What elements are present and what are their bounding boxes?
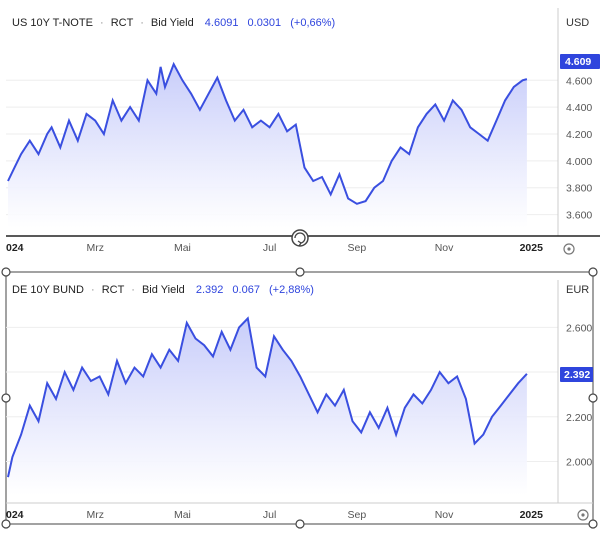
de10y-area: [8, 318, 527, 495]
selection-handle[interactable]: [1, 267, 11, 277]
de10y-y-tick-label: 2.600: [566, 322, 592, 334]
us10y-change: 0.0301: [248, 17, 282, 29]
selection-handle[interactable]: [1, 519, 11, 529]
us10y-y-ticks: 3.600 3.800 4.000 4.200 4.400 4.600: [566, 75, 592, 221]
de10y-price-badge: 2.392: [560, 367, 593, 382]
de10y-last-value: 2.392: [196, 284, 224, 296]
rotate-arrow-icon: [297, 240, 302, 247]
de10y-y-tick-label: 2.000: [566, 456, 592, 468]
resize-handle-ring-icon[interactable]: [291, 229, 309, 247]
de10y-legend: DE 10Y BUND · RCT · Bid Yield 2.392 0.06…: [12, 284, 314, 296]
us10y-y-tick-label: 4.000: [566, 156, 592, 168]
de10y-x-tick-label: Nov: [435, 509, 454, 521]
selection-handle[interactable]: [588, 267, 598, 277]
selection-handle[interactable]: [1, 393, 11, 403]
us10y-x-tick-label: Sep: [348, 242, 367, 254]
selection-handles[interactable]: [1, 267, 598, 529]
us10y-y-tick-label: 3.800: [566, 183, 592, 195]
us10y-x-tick-label: 2025: [520, 242, 544, 254]
panel-resize-handle[interactable]: [291, 229, 309, 247]
us10y-price-badge: 4.609: [560, 54, 600, 69]
de10y-currency-label: EUR: [566, 284, 589, 296]
de10y-badge-text: 2.392: [564, 369, 590, 381]
us10y-panel: US 10Y T-NOTE · RCT · Bid Yield 4.6091 0…: [6, 8, 600, 255]
de10y-x-tick-label: Jul: [263, 509, 276, 521]
de10y-x-tick-label: Mai: [174, 509, 191, 521]
de10y-settings-icon[interactable]: [577, 509, 589, 521]
us10y-y-tick-label: 4.400: [566, 102, 592, 114]
selection-handle[interactable]: [295, 519, 305, 529]
us10y-badge-bg: [560, 54, 600, 69]
selection-handle[interactable]: [588, 393, 598, 403]
de10y-line: [7, 316, 528, 478]
us10y-source: RCT: [111, 17, 134, 29]
us10y-last-value: 4.6091: [205, 17, 239, 29]
de10y-source: RCT: [102, 284, 125, 296]
de10y-field: Bid Yield: [142, 284, 185, 296]
de10y-panel: DE 10Y BUND · RCT · Bid Yield 2.392 0.06…: [6, 280, 593, 521]
us10y-legend: US 10Y T-NOTE · RCT · Bid Yield 4.6091 0…: [12, 17, 335, 29]
de10y-x-tick-label: Mrz: [86, 509, 104, 521]
de10y-change: 0.067: [232, 284, 260, 296]
de10y-badge-bg: [560, 367, 593, 382]
de10y-x-ticks: 024 Mrz Mai Jul Sep Nov 2025: [6, 509, 543, 521]
us10y-settings-icon[interactable]: [563, 243, 575, 255]
us10y-y-tick-label: 3.600: [566, 210, 592, 222]
us10y-sep1: ·: [100, 17, 104, 29]
de10y-sep2: ·: [131, 284, 135, 296]
us10y-x-tick-label: Jul: [263, 242, 276, 254]
us10y-sep2: ·: [140, 17, 144, 29]
us10y-x-tick-label: Nov: [435, 242, 454, 254]
selection-handle[interactable]: [588, 519, 598, 529]
de10y-x-tick-label: 024: [6, 509, 24, 521]
de10y-sep1: ·: [91, 284, 95, 296]
us10y-area: [8, 64, 527, 228]
us10y-x-tick-label: Mai: [174, 242, 191, 254]
de10y-x-tick-label: 2025: [520, 509, 544, 521]
de10y-change-pct: (+2,88%): [269, 284, 314, 296]
de10y-symbol: DE 10Y BUND: [12, 284, 84, 296]
rotate-icon: [294, 232, 306, 244]
us10y-currency-label: USD: [566, 17, 589, 29]
selection-handle[interactable]: [295, 267, 305, 277]
de10y-y-tick-label: 2.200: [566, 412, 592, 424]
us10y-line: [7, 61, 528, 205]
de10y-x-tick-label: Sep: [348, 509, 367, 521]
us10y-badge-text: 4.609: [565, 56, 591, 68]
us10y-change-pct: (+0,66%): [290, 17, 335, 29]
us10y-x-ticks: 024 Mrz Mai Jul Sep Nov 2025: [6, 242, 543, 254]
us10y-x-tick-label: Mrz: [86, 242, 104, 254]
us10y-x-tick-label: 024: [6, 242, 24, 254]
us10y-symbol: US 10Y T-NOTE: [12, 17, 93, 29]
us10y-y-tick-label: 4.200: [566, 129, 592, 141]
us10y-field: Bid Yield: [151, 17, 194, 29]
us10y-y-tick-label: 4.600: [566, 75, 592, 87]
